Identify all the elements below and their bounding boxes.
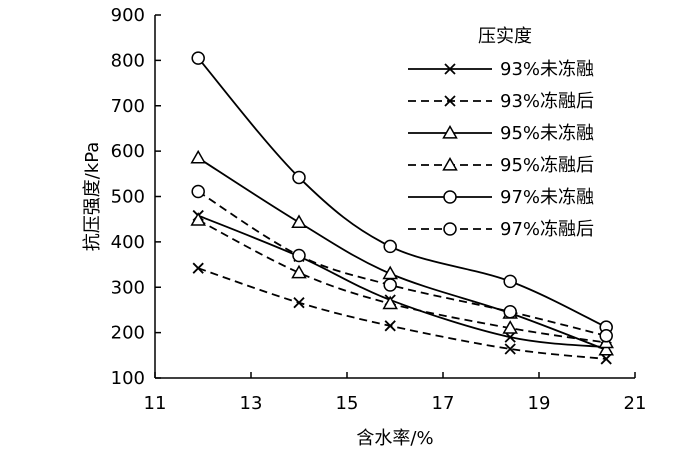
series-3 [190,149,614,356]
y-tick-label: 800 [111,50,145,71]
data-point-triangle [382,265,398,280]
data-point-triangle [382,295,398,310]
y-axis-label: 抗压强度/kPa [82,142,103,252]
x-tick-label: 11 [144,393,167,414]
legend-marker-triangle [442,124,458,139]
legend-label: 93%未冻融 [500,59,594,80]
x-tick-label: 19 [528,393,551,414]
x-axis-label: 含水率/% [356,428,433,449]
y-tick-label: 700 [111,96,145,117]
data-point-circle [292,170,306,185]
series-line [197,267,607,360]
x-tick-label: 21 [624,393,647,414]
series-6 [191,184,613,343]
data-point-triangle [502,320,518,334]
legend-item: 97%冻融后 [408,219,594,240]
y-ticks: 100 200 300 400 500 600 700 800 900 [111,5,161,389]
series-line [197,190,607,337]
data-point-circle [191,184,205,199]
legend-item: 95%冻融后 [408,155,594,176]
legend-title: 压实度 [478,26,532,47]
y-tick-label: 100 [111,368,145,389]
legend: 压实度 93%未冻融 93%冻融后 95%未冻融 95%冻融后 97%未冻融 97%冻融后 [408,26,594,240]
legend-item: 97%未冻融 [408,187,594,208]
legend-label: 97%未冻融 [500,187,594,208]
data-point-circle [503,274,517,289]
data-point-triangle [291,214,307,228]
legend-item: 93%冻融后 [408,91,594,112]
data-point-circle [383,278,397,292]
data-point-x [600,353,612,365]
data-point-triangle [291,264,307,279]
y-tick-label: 400 [111,232,145,253]
data-point-x [293,297,305,309]
x-tick-label: 15 [336,393,359,414]
legend-label: 97%冻融后 [500,219,594,240]
legend-marker-circle [443,190,457,204]
legend-items: 93%未冻融 93%冻融后 95%未冻融 95%冻融后 97%未冻融 97%冻融后 [408,59,594,240]
y-tick-label: 200 [111,323,145,344]
legend-label: 95%未冻融 [500,123,594,144]
data-point-circle [503,305,517,319]
legend-label: 95%冻融后 [500,155,594,176]
axes: 11 13 15 17 19 21 100 200 300 400 500 600 700 800 900… [82,5,646,449]
legend-marker-x [444,63,456,75]
y-tick-label: 300 [111,277,145,298]
legend-marker-triangle [442,156,458,171]
y-tick-label: 900 [111,5,145,26]
data-point-x [504,343,516,355]
data-point-circle [599,329,613,343]
legend-item: 95%未冻融 [408,123,594,144]
x-ticks: 11 13 15 17 19 21 [144,372,647,414]
legend-marker-x [444,95,456,107]
plot-area [190,51,614,365]
data-point-x [504,331,516,343]
data-point-x [192,262,204,274]
legend-marker-circle [443,222,457,236]
x-tick-label: 13 [240,393,263,414]
series-4 [190,212,614,349]
data-point-triangle [190,212,206,226]
legend-label: 93%冻融后 [500,91,594,112]
series-5 [191,51,613,334]
x-tick-label: 17 [432,393,455,414]
data-point-x [384,320,396,332]
legend-item: 93%未冻融 [408,59,594,80]
data-point-triangle [598,341,614,356]
series-2 [192,262,612,365]
y-tick-label: 500 [111,187,145,208]
data-point-triangle [190,149,206,164]
data-point-circle [191,51,205,65]
data-point-circle [383,239,397,254]
data-point-circle [292,248,306,263]
y-tick-label: 600 [111,141,145,162]
